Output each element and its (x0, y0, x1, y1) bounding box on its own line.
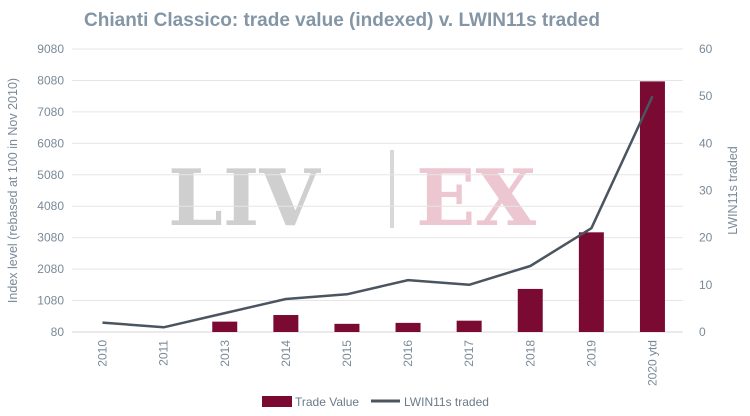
trade-value-bars (212, 81, 665, 332)
trade-value-bar (639, 81, 665, 332)
x-tick-label: 2015 (340, 340, 354, 367)
x-tick-label: 2013 (218, 340, 232, 367)
x-tick-label: 2018 (523, 340, 537, 367)
right-tick-label: 20 (699, 231, 713, 245)
legend-label-trade-value: Trade Value (295, 395, 359, 409)
left-axis-ticks: 80 1080 2080 3080 4080 5080 6080 7080 8080 9080 (37, 42, 64, 339)
legend: Trade Value LWIN11s traded (262, 395, 489, 409)
right-tick-label: 10 (699, 278, 713, 292)
left-tick-label: 7080 (37, 105, 64, 119)
watermark-liv: LIV (168, 153, 321, 244)
left-tick-label: 3080 (37, 231, 64, 245)
left-axis-label: Index level (rebased at 100 in Nov 2010) (6, 78, 20, 303)
watermark-divider (390, 150, 394, 228)
watermark-ex: EX (416, 153, 536, 244)
left-tick-label: 80 (51, 325, 65, 339)
right-axis-ticks: 0 10 20 30 40 50 60 (699, 42, 713, 339)
x-tick-label: 2016 (401, 340, 415, 367)
x-tick-label: 2010 (96, 340, 110, 367)
x-tick-label: 2011 (157, 340, 171, 366)
x-tick-label: 2017 (462, 340, 476, 367)
x-axis-ticks: 2010 2011 2013 2014 2015 2016 2017 2018 2019 2020… (96, 340, 660, 386)
trade-value-bar (456, 320, 482, 332)
left-tick-label: 4080 (37, 199, 64, 213)
left-tick-label: 1080 (37, 294, 64, 308)
lwin11s-line (102, 95, 654, 329)
lwin11s-line-path (102, 95, 654, 329)
x-tick-label: 2019 (584, 340, 598, 367)
legend-label-lwin11s: LWIN11s traded (404, 395, 489, 409)
left-tick-label: 6080 (37, 136, 64, 150)
left-tick-label: 8080 (37, 73, 64, 87)
right-tick-label: 0 (699, 325, 706, 339)
legend-swatch-trade-value (262, 396, 292, 407)
trade-value-bar (334, 323, 360, 332)
left-tick-label: 5080 (37, 168, 64, 182)
trade-value-bar (517, 288, 543, 332)
gridlines (72, 48, 683, 333)
trade-value-bar (578, 232, 604, 332)
right-axis-label: LWIN11s traded (726, 146, 740, 235)
chart-title: Chianti Classico: trade value (indexed) … (84, 10, 600, 31)
x-tick-label: 2014 (279, 340, 293, 367)
right-tick-label: 60 (699, 42, 713, 56)
right-tick-label: 40 (699, 136, 713, 150)
trade-value-bar (395, 322, 421, 332)
trade-value-bar (273, 315, 299, 332)
left-tick-label: 9080 (37, 42, 64, 56)
right-tick-label: 50 (699, 89, 713, 103)
right-tick-label: 30 (699, 184, 713, 198)
trade-value-bar (212, 321, 238, 332)
livex-watermark: LIV EX (168, 150, 536, 244)
x-tick-label: 2020 ytd (645, 340, 659, 386)
left-tick-label: 2080 (37, 262, 64, 276)
